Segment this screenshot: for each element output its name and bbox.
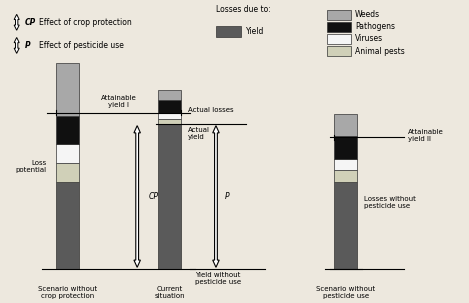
Bar [327,34,351,44]
Text: CP: CP [25,18,36,27]
Bar [158,113,181,119]
Polygon shape [14,38,19,53]
Bar [334,159,357,171]
Text: Pathogens: Pathogens [355,22,395,31]
Bar [158,89,181,100]
Polygon shape [134,126,140,267]
Text: Attainable
yield II: Attainable yield II [408,129,444,142]
Text: Current
situation: Current situation [154,286,185,299]
Bar [334,114,357,136]
Bar [56,182,79,269]
Bar [56,115,79,145]
Bar [158,100,181,113]
Text: Animal pests: Animal pests [355,47,405,55]
Text: Loss
potential: Loss potential [15,160,47,173]
Text: P: P [25,41,30,50]
Text: Weeds: Weeds [355,10,380,19]
Bar [216,26,242,37]
Text: Yield without
pesticide use: Yield without pesticide use [195,272,241,285]
Text: Yield: Yield [246,27,265,36]
Text: Losses without
pesticide use: Losses without pesticide use [364,196,416,209]
Polygon shape [14,14,19,30]
Bar [327,22,351,32]
Bar [334,182,357,269]
Text: Actual
yield: Actual yield [188,127,210,140]
Text: Actual losses: Actual losses [188,107,234,113]
Text: CP: CP [149,192,159,201]
Bar [158,119,181,124]
Bar [334,171,357,182]
Text: Scenario without
crop protection: Scenario without crop protection [38,286,97,299]
Bar [334,136,357,159]
Bar [158,124,181,269]
Bar [56,163,79,182]
Bar [327,10,351,20]
Bar [327,46,351,56]
Bar [56,145,79,163]
Text: Attainable
yield I: Attainable yield I [101,95,136,108]
Text: Viruses: Viruses [355,35,383,43]
Text: Effect of pesticide use: Effect of pesticide use [39,41,124,50]
Text: Effect of crop protection: Effect of crop protection [39,18,132,27]
Text: Losses due to:: Losses due to: [216,5,271,14]
Bar [56,64,79,115]
Text: P: P [225,192,230,201]
Polygon shape [213,126,219,267]
Text: Scenario without
pesticide use: Scenario without pesticide use [316,286,375,299]
